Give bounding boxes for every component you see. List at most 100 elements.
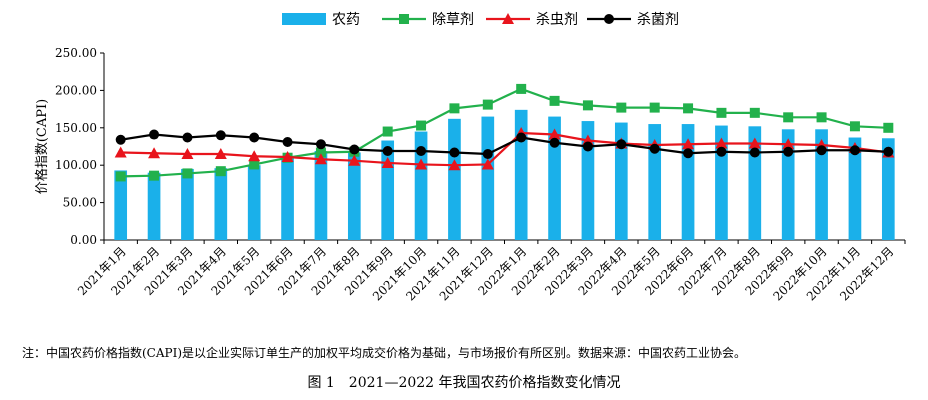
data-point bbox=[281, 150, 294, 162]
bar bbox=[281, 158, 294, 240]
bar bbox=[548, 116, 561, 240]
data-point bbox=[482, 148, 493, 159]
y-tick-label: 100.00 bbox=[55, 158, 97, 172]
bar bbox=[581, 121, 595, 240]
data-point bbox=[282, 137, 293, 148]
data-point bbox=[883, 146, 894, 157]
data-point bbox=[348, 154, 361, 166]
bar bbox=[514, 109, 528, 241]
data-point bbox=[816, 112, 827, 123]
data-point bbox=[415, 158, 428, 170]
data-point bbox=[114, 146, 127, 158]
y-tick-label: 200.00 bbox=[55, 83, 97, 97]
data-point bbox=[549, 95, 560, 106]
data-point bbox=[516, 83, 527, 94]
data-point bbox=[115, 171, 126, 182]
data-point bbox=[449, 103, 460, 114]
y-axis-title: 价格指数(CAPI) bbox=[34, 99, 50, 194]
data-point bbox=[115, 134, 126, 145]
data-point bbox=[682, 138, 695, 150]
y-tick-label: 150.00 bbox=[55, 121, 97, 135]
data-point bbox=[649, 102, 660, 113]
bar bbox=[181, 168, 194, 240]
legend-label: 除草剂 bbox=[432, 12, 474, 28]
bar bbox=[214, 168, 228, 240]
figure-caption: 图 1 2021—2022 年我国农药价格指数变化情况 bbox=[307, 375, 621, 391]
data-point bbox=[315, 147, 326, 158]
data-point bbox=[448, 159, 461, 171]
y-tick-label: 250.00 bbox=[55, 46, 97, 60]
data-point bbox=[616, 102, 627, 113]
series-line bbox=[120, 87, 889, 178]
data-point bbox=[649, 143, 660, 154]
data-point bbox=[416, 145, 427, 156]
data-point bbox=[249, 132, 260, 143]
data-point bbox=[181, 147, 194, 159]
data-point bbox=[783, 146, 794, 157]
data-point bbox=[349, 144, 360, 155]
data-point bbox=[683, 148, 694, 159]
data-point bbox=[215, 130, 226, 141]
data-point bbox=[516, 132, 527, 143]
data-point bbox=[748, 137, 761, 149]
bar bbox=[648, 124, 662, 240]
data-point bbox=[783, 112, 794, 123]
bar bbox=[247, 165, 261, 240]
bar bbox=[114, 170, 128, 240]
series-line bbox=[120, 131, 889, 167]
bar bbox=[414, 131, 428, 240]
data-point bbox=[381, 156, 394, 168]
data-point bbox=[481, 158, 494, 170]
data-point bbox=[482, 99, 493, 110]
data-point bbox=[582, 141, 593, 152]
legend-marker bbox=[502, 13, 514, 24]
data-point bbox=[149, 129, 160, 140]
bar bbox=[881, 138, 895, 240]
legend-marker bbox=[399, 14, 409, 24]
bar bbox=[848, 137, 862, 240]
data-point bbox=[182, 168, 193, 179]
legend-swatch bbox=[282, 13, 326, 25]
legend-label: 杀菌剂 bbox=[637, 12, 679, 28]
data-point bbox=[449, 147, 460, 158]
y-tick-label: 0.00 bbox=[70, 233, 97, 247]
bar bbox=[614, 122, 628, 240]
legend-marker bbox=[604, 14, 614, 24]
data-point bbox=[782, 138, 795, 150]
data-point bbox=[382, 126, 393, 137]
data-point bbox=[315, 139, 326, 150]
data-point bbox=[683, 103, 694, 114]
bar bbox=[448, 118, 461, 240]
data-point bbox=[214, 147, 227, 159]
data-point bbox=[182, 132, 193, 143]
bar bbox=[147, 172, 161, 240]
bar bbox=[347, 152, 361, 240]
data-point bbox=[416, 120, 427, 131]
data-point bbox=[715, 137, 728, 149]
data-point bbox=[849, 121, 860, 132]
legend-label: 杀虫剂 bbox=[536, 12, 578, 28]
y-tick-label: 50.00 bbox=[63, 196, 97, 210]
data-point bbox=[549, 137, 560, 148]
data-point bbox=[716, 146, 727, 157]
legend-item: 杀菌剂 bbox=[587, 12, 679, 28]
bar bbox=[314, 150, 328, 240]
data-point bbox=[382, 145, 393, 156]
data-point bbox=[314, 153, 327, 165]
data-point bbox=[249, 159, 260, 170]
legend-item: 农药 bbox=[282, 12, 360, 28]
data-point bbox=[248, 150, 261, 162]
data-point bbox=[816, 145, 827, 156]
bar bbox=[815, 129, 828, 240]
legend-label: 农药 bbox=[332, 12, 360, 28]
data-point bbox=[849, 145, 860, 156]
legend-item: 除草剂 bbox=[382, 12, 474, 28]
chart-note: 注：中国农药价格指数(CAPI)是以企业实际订单生产的加权平均成交价格为基础，与… bbox=[22, 346, 747, 360]
data-point bbox=[749, 147, 760, 158]
data-point bbox=[749, 107, 760, 118]
bar bbox=[781, 129, 795, 240]
bar bbox=[481, 116, 495, 240]
data-point bbox=[716, 107, 727, 118]
data-point bbox=[883, 122, 894, 133]
data-point bbox=[148, 147, 161, 159]
